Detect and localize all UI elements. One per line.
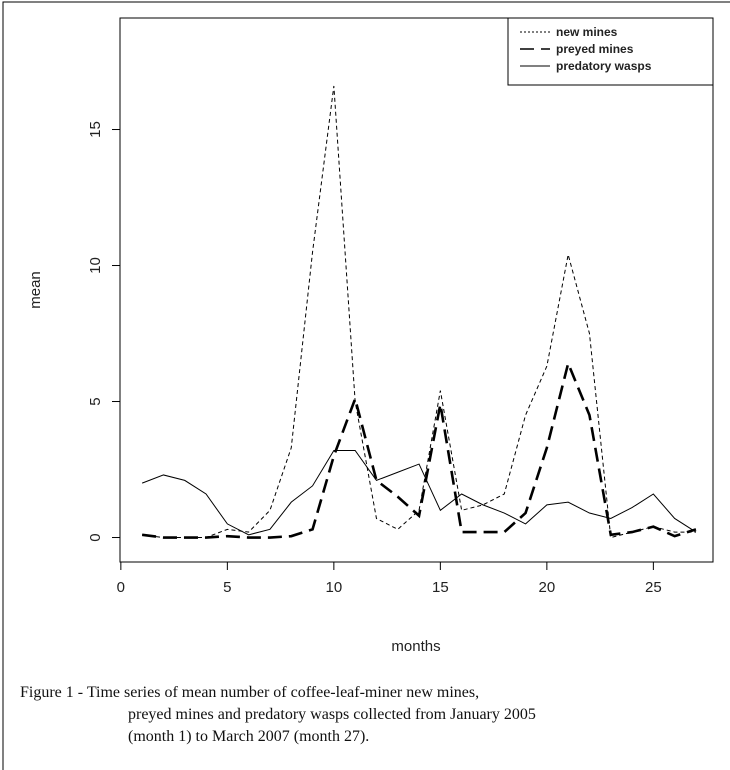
y-tick-label: 0 [87, 533, 104, 541]
x-tick-label: 10 [326, 579, 343, 596]
caption-line: preyed mines and predatory wasps collect… [128, 706, 536, 723]
legend-label: predatory wasps [556, 59, 652, 73]
x-axis-label: months [391, 638, 440, 655]
x-tick-label: 0 [117, 579, 125, 596]
legend-label: preyed mines [556, 42, 634, 56]
y-axis-label: mean [27, 271, 44, 309]
series-line [142, 85, 696, 539]
y-tick-label: 5 [87, 397, 104, 405]
plot-frame [119, 17, 714, 563]
series-line [141, 359, 697, 539]
caption-line: (month 1) to March 2007 (month 27). [128, 728, 369, 745]
y-tick-label: 15 [87, 121, 104, 138]
caption-line: Figure 1 - Time series of mean number of… [20, 684, 479, 701]
y-tick-label: 10 [87, 257, 104, 274]
legend-label: new mines [556, 25, 618, 39]
x-tick-label: 5 [223, 579, 231, 596]
x-tick-label: 20 [539, 579, 556, 596]
x-tick-label: 15 [432, 579, 449, 596]
legend-box [507, 17, 714, 86]
series-line [141, 449, 697, 536]
x-tick-label: 25 [645, 579, 662, 596]
